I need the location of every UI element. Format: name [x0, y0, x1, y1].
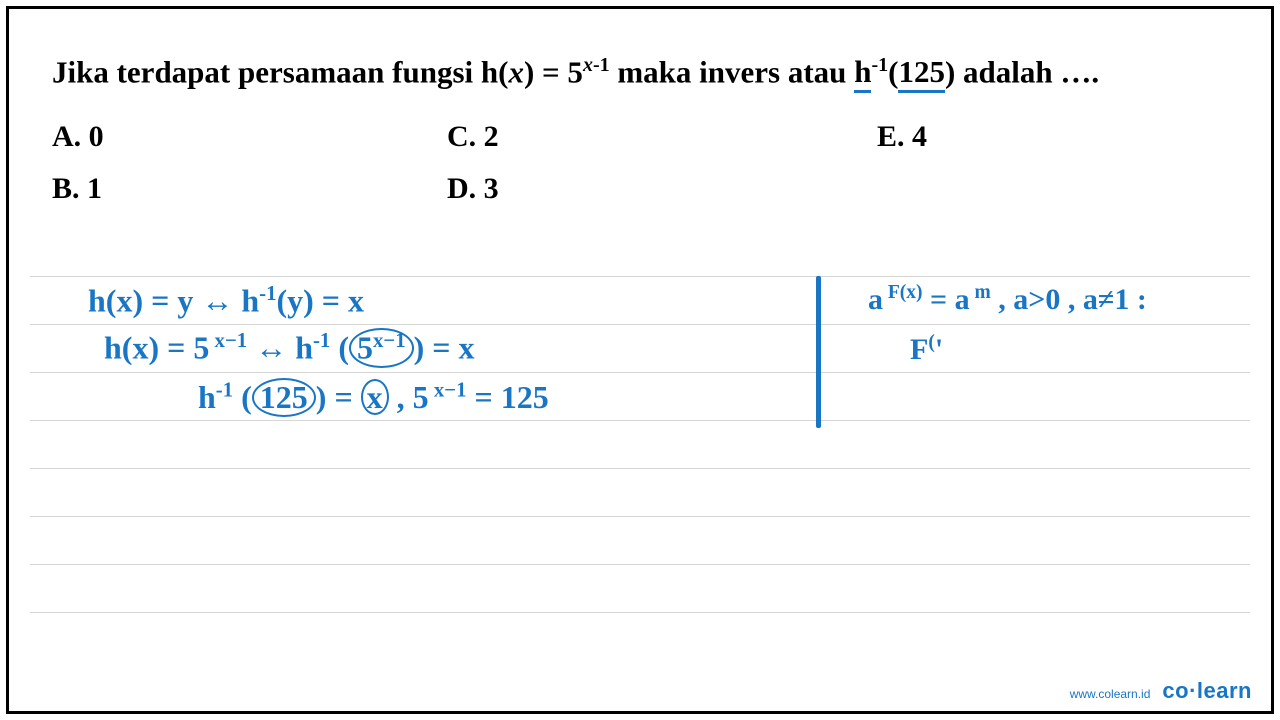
ruled-line: [30, 324, 1250, 325]
question-text: Jika terdapat persamaan fungsi h(x) = 5x…: [52, 54, 1228, 90]
option-c[interactable]: C. 2: [447, 120, 877, 154]
footer: www.colearn.id co·learn: [1070, 678, 1252, 704]
q-hinv-open: (: [888, 54, 898, 89]
q-mid1: ) = 5: [524, 54, 583, 89]
handwriting-row-2: h-1 (125) = x , 5 x−1 = 125: [198, 378, 549, 417]
options-grid: A. 0 C. 2 E. 4 B. 1 D. 3: [52, 120, 1228, 206]
q-hinv-val: 125: [898, 54, 945, 93]
ruled-line: [30, 564, 1250, 565]
logo-dot: ·: [1189, 678, 1197, 703]
question-block: Jika terdapat persamaan fungsi h(x) = 5x…: [52, 54, 1228, 206]
option-e[interactable]: E. 4: [877, 120, 1228, 154]
q-mid2: maka invers atau: [610, 54, 855, 89]
option-a[interactable]: A. 0: [52, 120, 447, 154]
q-hinv-close: ): [945, 54, 955, 89]
ruled-line: [30, 420, 1250, 421]
footer-logo: co·learn: [1162, 678, 1252, 704]
handwriting-row-0: h(x) = y ↔ h-1(y) = x: [88, 282, 364, 320]
ruled-line: [30, 516, 1250, 517]
logo-b: learn: [1197, 678, 1252, 703]
q-hinv-h: h: [854, 54, 871, 93]
q-suffix: adalah ….: [955, 54, 1099, 89]
handwriting-row-4: F(': [910, 332, 943, 367]
ruled-line: [30, 276, 1250, 277]
q-prefix: Jika terdapat persamaan fungsi h(: [52, 54, 508, 89]
q-hinv-exp: -1: [871, 54, 888, 76]
q-exp1b: -1: [593, 54, 610, 76]
q-var1: x: [508, 54, 524, 89]
handwriting-row-3: a F(x) = a m , a>0 , a≠1 :: [868, 282, 1147, 317]
footer-url: www.colearn.id: [1070, 687, 1151, 701]
work-area: h(x) = y ↔ h-1(y) = x h(x) = 5 x−1 ↔ h-1 …: [30, 276, 1250, 670]
ruled-line: [30, 372, 1250, 373]
option-b[interactable]: B. 1: [52, 172, 447, 206]
divider-line: [816, 276, 821, 428]
handwriting-row-1: h(x) = 5 x−1 ↔ h-1 (5x−1) = x: [104, 328, 475, 368]
logo-a: co: [1162, 678, 1189, 703]
ruled-line: [30, 468, 1250, 469]
option-d[interactable]: D. 3: [447, 172, 877, 206]
ruled-line: [30, 612, 1250, 613]
q-exp1a: x: [583, 54, 593, 76]
